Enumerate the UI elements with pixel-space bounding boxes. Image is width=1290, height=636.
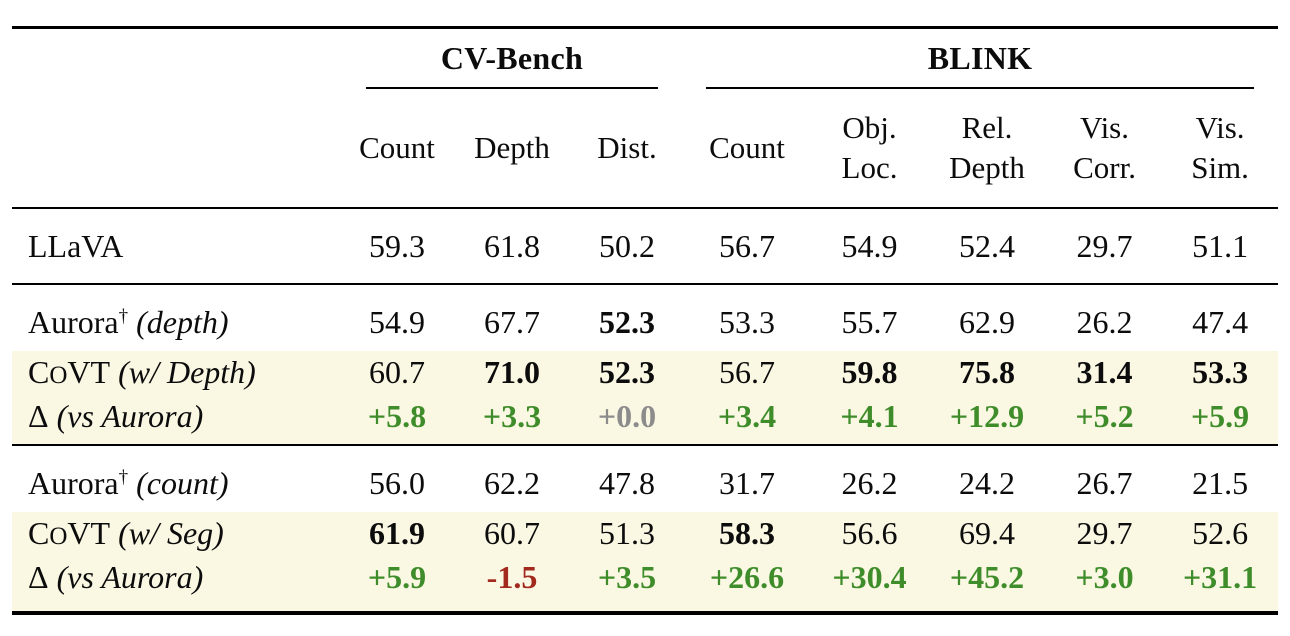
value-cell-covt-seg-blink-count: 58.3 [719,515,776,551]
value-cell-llava-cvbench-count: 59.3 [369,227,425,264]
table-row-covt-seg: COVT (w/ Seg) 61.9 60.7 51.3 58.3 56.6 69.4 29.… [12,512,1279,555]
value-cell-llava-blink-obj-loc: 54.9 [841,227,898,264]
row-label-delta-seg: Δ (vs Aurora) [28,558,204,595]
value-cell-delta-depth-cvbench-dist: +0.0 [597,397,657,434]
value-cell-aurora-depth-blink-count: 53.3 [719,303,776,340]
value-cell-covt-depth-blink-rel-depth: 75.8 [959,354,1016,390]
section-baseline: LLaVA 59.3 61.8 50.2 56.7 54.9 52.4 29.7 51.1 [12,208,1279,284]
value-cell-aurora-depth-blink-obj-loc: 55.7 [841,303,898,340]
value-cell-covt-depth-cvbench-count: 60.7 [369,354,425,390]
cvbench-group-label: CV-Bench [440,40,584,76]
row-label-llava: LLaVA [28,227,124,264]
column-header-blink-vis-corr: Vis. Corr. [1073,110,1136,185]
column-header-blink-vis-sim: Vis. Sim. [1191,110,1249,185]
corner-cell [12,28,342,90]
value-cell-delta-seg-blink-count: +26.6 [709,558,785,595]
column-header-blink-obj-loc: Obj. Loc. [841,110,898,185]
table-row-delta-seg: Δ (vs Aurora) +5.9 -1.5 +3.5 +26.6 +30.4 +45.2… [12,555,1279,613]
column-header-row: Count Depth Dist. Count Obj. Loc. Rel. Depth Vis… [12,89,1278,208]
value-cell-covt-depth-cvbench-depth: 71.0 [484,354,540,390]
value-cell-aurora-depth-blink-vis-sim: 47.4 [1192,303,1249,340]
value-cell-delta-seg-cvbench-depth: -1.5 [486,558,538,595]
value-cell-llava-cvbench-depth: 61.8 [484,227,540,264]
value-cell-delta-depth-blink-vis-corr: +5.2 [1075,397,1134,434]
value-cell-aurora-depth-cvbench-count: 54.9 [369,303,425,340]
value-cell-delta-depth-blink-vis-sim: +5.9 [1190,397,1250,434]
value-cell-covt-seg-cvbench-count: 61.9 [369,515,425,551]
value-cell-aurora-depth-blink-rel-depth: 62.9 [959,303,1016,340]
value-cell-covt-seg-cvbench-dist: 51.3 [599,515,656,551]
benchmark-results-table: CV-Bench BLINK Count Depth Dist. Count Obj. L… [12,26,1279,615]
value-cell-covt-depth-cvbench-dist: 52.3 [599,354,656,390]
value-cell-covt-depth-blink-vis-sim: 53.3 [1192,354,1249,390]
value-cell-delta-seg-blink-vis-sim: +31.1 [1182,558,1258,595]
value-cell-covt-seg-blink-vis-sim: 52.6 [1192,515,1249,551]
value-cell-llava-blink-count: 56.7 [719,227,776,264]
value-cell-aurora-count-cvbench-depth: 62.2 [484,464,540,501]
value-cell-aurora-depth-blink-vis-corr: 26.2 [1076,303,1133,340]
value-cell-aurora-depth-cvbench-depth: 67.7 [484,303,540,340]
group-header-cvbench: CV-Bench [342,28,682,89]
corner-cell-2 [12,89,342,208]
table-row-aurora-count: Aurora† (count) 56.0 62.2 47.8 31.7 26.2 24.2 2… [12,445,1278,512]
value-cell-aurora-count-cvbench-count: 56.0 [369,464,425,501]
value-cell-aurora-count-blink-rel-depth: 24.2 [959,464,1016,501]
value-cell-aurora-count-blink-obj-loc: 26.2 [841,464,898,501]
blink-underline: BLINK [706,40,1255,89]
value-cell-covt-depth-blink-count: 56.7 [719,354,776,390]
value-cell-covt-depth-blink-vis-corr: 31.4 [1076,354,1133,390]
value-cell-covt-depth-blink-obj-loc: 59.8 [841,354,898,390]
row-label-delta-depth: Δ (vs Aurora) [28,397,204,434]
value-cell-delta-seg-blink-obj-loc: +30.4 [832,558,907,595]
group-header-row: CV-Bench BLINK [12,28,1278,90]
value-cell-delta-seg-cvbench-count: +5.9 [367,558,427,595]
value-cell-aurora-count-cvbench-dist: 47.8 [599,464,656,501]
section-seg-tools: Aurora† (count) 56.0 62.2 47.8 31.7 26.2 24.2 2… [12,445,1279,613]
column-header-cvbench-depth: Depth [474,130,550,166]
value-cell-covt-seg-blink-obj-loc: 56.6 [841,515,898,551]
value-cell-llava-cvbench-dist: 50.2 [599,227,656,264]
paper-page: CV-Bench BLINK Count Depth Dist. Count Obj. L… [12,26,1279,615]
table-row-covt-depth: COVT (w/ Depth) 60.7 71.0 52.3 56.7 59.8 75.8 3… [12,351,1279,394]
blink-group-label: BLINK [927,40,1033,76]
value-cell-llava-blink-vis-corr: 29.7 [1076,227,1133,264]
value-cell-llava-blink-rel-depth: 52.4 [959,227,1016,264]
column-header-cvbench-count: Count [359,130,435,166]
row-label-covt-seg: COVT (w/ Seg) [28,515,224,551]
table-header: CV-Bench BLINK Count Depth Dist. Count Obj. L… [12,28,1279,208]
value-cell-delta-depth-cvbench-count: +5.8 [367,397,427,434]
value-cell-aurora-count-blink-vis-corr: 26.7 [1076,464,1133,501]
section-depth-tools: Aurora† (depth) 54.9 67.7 52.3 53.3 55.7 62.9 2… [12,284,1279,445]
group-header-blink: BLINK [682,28,1278,89]
value-cell-covt-seg-blink-rel-depth: 69.4 [959,515,1016,551]
table-row-delta-depth: Δ (vs Aurora) +5.8 +3.3 +0.0 +3.4 +4.1 +12.9 +5… [12,394,1279,445]
value-cell-aurora-depth-cvbench-dist: 52.3 [599,303,656,340]
row-label-aurora-count: Aurora† (count) [28,464,229,501]
table-row-aurora-depth: Aurora† (depth) 54.9 67.7 52.3 53.3 55.7 62.9 2… [12,284,1278,351]
value-cell-aurora-count-blink-count: 31.7 [719,464,776,501]
row-label-covt-depth: COVT (w/ Depth) [28,354,256,390]
column-header-blink-count: Count [709,130,785,166]
value-cell-covt-seg-cvbench-depth: 60.7 [484,515,540,551]
column-header-cvbench-dist: Dist. [597,130,657,166]
table-row-llava: LLaVA 59.3 61.8 50.2 56.7 54.9 52.4 29.7 51.1 [12,208,1278,284]
cvbench-underline: CV-Bench [366,40,659,89]
value-cell-delta-seg-cvbench-dist: +3.5 [597,558,657,595]
value-cell-delta-depth-blink-count: +3.4 [717,397,777,434]
value-cell-delta-depth-cvbench-depth: +3.3 [482,397,542,434]
value-cell-covt-seg-blink-vis-corr: 29.7 [1076,515,1133,551]
value-cell-delta-seg-blink-vis-corr: +3.0 [1075,558,1134,595]
value-cell-aurora-count-blink-vis-sim: 21.5 [1192,464,1249,501]
column-header-blink-rel-depth: Rel. Depth [949,110,1025,185]
value-cell-delta-depth-blink-obj-loc: +4.1 [840,397,899,434]
value-cell-llava-blink-vis-sim: 51.1 [1192,227,1249,264]
value-cell-delta-seg-blink-rel-depth: +45.2 [949,558,1025,595]
value-cell-delta-depth-blink-rel-depth: +12.9 [949,397,1025,434]
row-label-aurora-depth: Aurora† (depth) [28,303,229,340]
